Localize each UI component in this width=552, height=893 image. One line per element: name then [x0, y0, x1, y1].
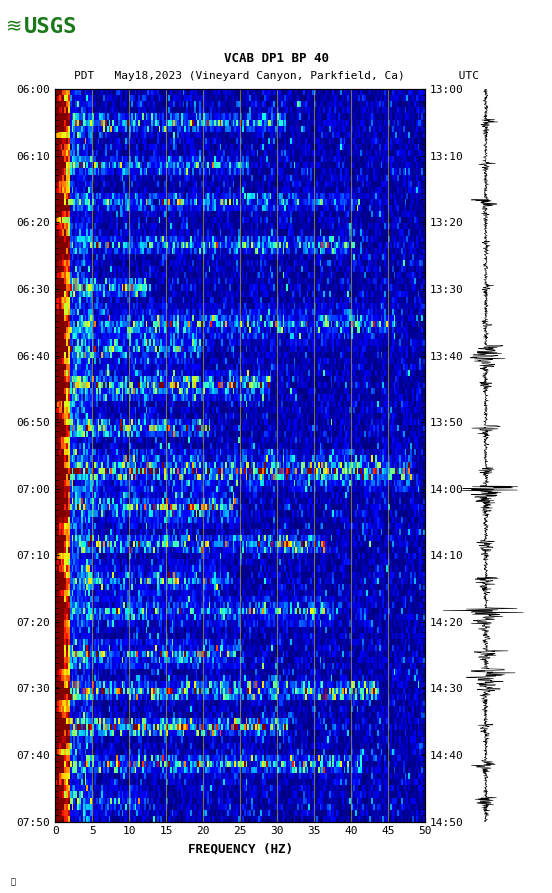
- Text: ℵ: ℵ: [11, 877, 16, 886]
- X-axis label: FREQUENCY (HZ): FREQUENCY (HZ): [188, 842, 293, 855]
- Text: PDT   May18,2023 (Vineyard Canyon, Parkfield, Ca)        UTC: PDT May18,2023 (Vineyard Canyon, Parkfie…: [73, 71, 479, 81]
- Text: VCAB DP1 BP 40: VCAB DP1 BP 40: [224, 52, 328, 64]
- Text: USGS: USGS: [24, 17, 78, 37]
- Text: ≋: ≋: [6, 17, 22, 37]
